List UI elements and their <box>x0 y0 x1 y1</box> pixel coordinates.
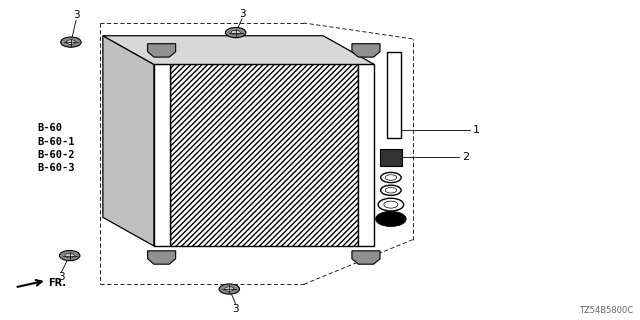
Circle shape <box>225 287 234 291</box>
Polygon shape <box>154 64 170 246</box>
Polygon shape <box>148 44 175 57</box>
Polygon shape <box>358 64 374 246</box>
Polygon shape <box>352 44 380 57</box>
Circle shape <box>381 172 401 183</box>
Circle shape <box>231 30 240 35</box>
Text: 2: 2 <box>463 152 470 163</box>
Circle shape <box>60 251 80 261</box>
Circle shape <box>381 185 401 196</box>
Text: 1: 1 <box>473 125 480 135</box>
Polygon shape <box>352 251 380 264</box>
Text: FR.: FR. <box>49 278 67 288</box>
Bar <box>380 149 402 166</box>
Circle shape <box>219 284 239 294</box>
Text: B-60-3: B-60-3 <box>38 163 76 173</box>
Polygon shape <box>103 36 374 64</box>
Text: B-60-2: B-60-2 <box>38 150 76 160</box>
Text: TZ54B5800C: TZ54B5800C <box>579 306 633 315</box>
Text: 3: 3 <box>232 304 239 314</box>
Text: 3: 3 <box>73 11 79 20</box>
Polygon shape <box>148 251 175 264</box>
Text: 3: 3 <box>58 272 65 282</box>
Circle shape <box>378 198 404 211</box>
Circle shape <box>61 37 81 47</box>
Circle shape <box>225 28 246 38</box>
Bar <box>387 52 401 138</box>
Text: 3: 3 <box>239 9 245 19</box>
Circle shape <box>65 253 74 258</box>
Polygon shape <box>103 36 154 246</box>
Text: B-60: B-60 <box>38 123 63 133</box>
Text: B-60-1: B-60-1 <box>38 137 76 147</box>
Circle shape <box>67 40 76 44</box>
Circle shape <box>376 211 406 227</box>
Polygon shape <box>170 64 358 246</box>
